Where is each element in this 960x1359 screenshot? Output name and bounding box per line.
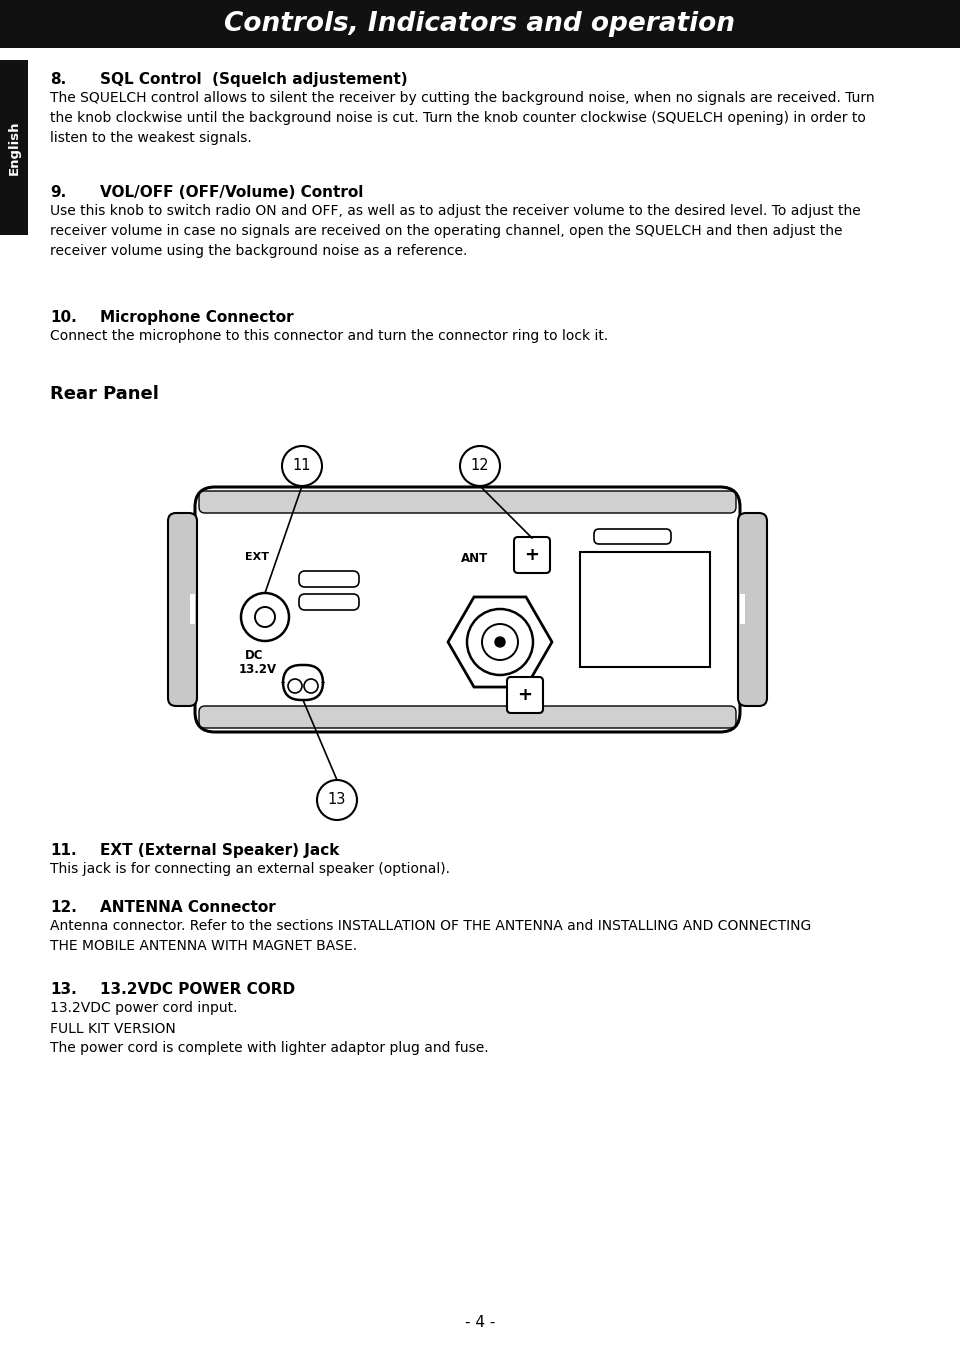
Text: 13.2V: 13.2V [239, 663, 277, 675]
Text: 13.: 13. [50, 983, 77, 998]
Text: EXT (External Speaker) Jack: EXT (External Speaker) Jack [100, 843, 340, 858]
Circle shape [467, 609, 533, 675]
Circle shape [282, 446, 322, 487]
Text: ANT: ANT [462, 552, 489, 565]
Text: EXT: EXT [245, 552, 269, 563]
Text: VOL/OFF (OFF/Volume) Control: VOL/OFF (OFF/Volume) Control [100, 185, 364, 200]
FancyBboxPatch shape [580, 552, 710, 667]
Circle shape [460, 446, 500, 487]
Bar [190, 594, 195, 624]
Text: English: English [8, 120, 20, 175]
Circle shape [317, 780, 357, 819]
Text: Controls, Indicators and operation: Controls, Indicators and operation [225, 11, 735, 37]
Text: FULL KIT VERSION: FULL KIT VERSION [50, 1022, 176, 1036]
Circle shape [304, 680, 318, 693]
FancyBboxPatch shape [514, 537, 550, 573]
Circle shape [241, 593, 289, 641]
FancyBboxPatch shape [199, 491, 736, 512]
Text: 11.: 11. [50, 843, 77, 858]
Text: This jack is for connecting an external speaker (optional).: This jack is for connecting an external … [50, 862, 450, 877]
FancyBboxPatch shape [168, 512, 197, 705]
Bar [740, 594, 745, 624]
Text: +: + [517, 686, 533, 704]
Text: 13.2VDC power cord input.: 13.2VDC power cord input. [50, 1002, 237, 1015]
Text: The power cord is complete with lighter adaptor plug and fuse.: The power cord is complete with lighter … [50, 1041, 489, 1055]
Text: Antenna connector. Refer to the sections INSTALLATION OF THE ANTENNA and INSTALL: Antenna connector. Refer to the sections… [50, 919, 811, 953]
FancyBboxPatch shape [283, 665, 323, 700]
Polygon shape [448, 597, 552, 688]
FancyBboxPatch shape [738, 512, 767, 705]
Text: Connect the microphone to this connector and turn the connector ring to lock it.: Connect the microphone to this connector… [50, 329, 609, 342]
Circle shape [288, 680, 302, 693]
Text: 12.: 12. [50, 900, 77, 915]
Circle shape [255, 607, 275, 626]
FancyBboxPatch shape [195, 487, 740, 733]
FancyBboxPatch shape [594, 529, 671, 544]
Text: 12: 12 [470, 458, 490, 473]
Text: The SQUELCH control allows to silent the receiver by cutting the background nois: The SQUELCH control allows to silent the… [50, 91, 875, 145]
FancyBboxPatch shape [299, 594, 359, 610]
Bar [0, 60, 28, 235]
Text: - 4 -: - 4 - [465, 1316, 495, 1330]
FancyBboxPatch shape [507, 677, 543, 713]
Text: 8.: 8. [50, 72, 66, 87]
FancyBboxPatch shape [199, 705, 736, 728]
Text: 13.2VDC POWER CORD: 13.2VDC POWER CORD [100, 983, 295, 998]
FancyBboxPatch shape [299, 571, 359, 587]
Circle shape [482, 624, 518, 660]
Text: Rear Panel: Rear Panel [50, 385, 158, 404]
Text: +: + [524, 546, 540, 564]
Text: DC: DC [245, 650, 263, 662]
Bar [0, 0, 960, 48]
Circle shape [495, 637, 505, 647]
Text: Microphone Connector: Microphone Connector [100, 310, 294, 325]
Text: 13: 13 [327, 792, 347, 807]
Text: ANTENNA Connector: ANTENNA Connector [100, 900, 276, 915]
Text: 9.: 9. [50, 185, 66, 200]
Text: Use this knob to switch radio ON and OFF, as well as to adjust the receiver volu: Use this knob to switch radio ON and OFF… [50, 204, 861, 258]
Text: 11: 11 [293, 458, 311, 473]
Text: SQL Control  (Squelch adjustement): SQL Control (Squelch adjustement) [100, 72, 408, 87]
Text: 10.: 10. [50, 310, 77, 325]
